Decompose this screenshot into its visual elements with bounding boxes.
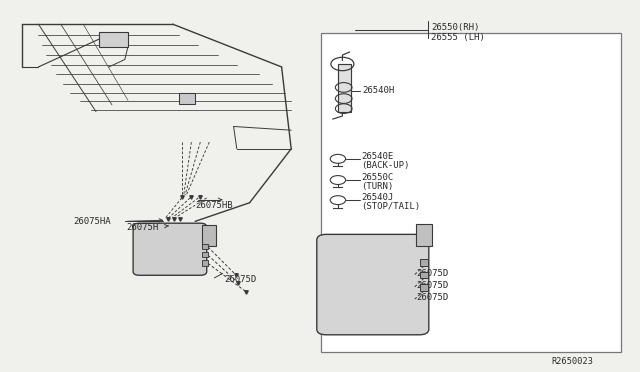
Text: 26540H: 26540H	[362, 86, 394, 94]
FancyBboxPatch shape	[202, 225, 216, 246]
FancyBboxPatch shape	[202, 252, 208, 257]
Text: 26075HA: 26075HA	[74, 217, 111, 226]
Text: 26555 (LH): 26555 (LH)	[431, 33, 485, 42]
FancyBboxPatch shape	[179, 93, 195, 104]
FancyBboxPatch shape	[133, 223, 207, 275]
Text: 26540E: 26540E	[362, 152, 394, 161]
Text: 26550(RH): 26550(RH)	[431, 23, 480, 32]
FancyBboxPatch shape	[317, 234, 429, 335]
Text: 26075D: 26075D	[416, 281, 448, 290]
FancyBboxPatch shape	[202, 244, 208, 249]
Text: 26075D: 26075D	[416, 269, 448, 278]
FancyBboxPatch shape	[416, 224, 432, 246]
FancyBboxPatch shape	[420, 259, 428, 266]
Text: 26540J: 26540J	[362, 193, 394, 202]
Text: (BACK-UP): (BACK-UP)	[362, 161, 410, 170]
Text: (STOP/TAIL): (STOP/TAIL)	[362, 202, 420, 211]
FancyBboxPatch shape	[202, 260, 208, 266]
Text: 26075D: 26075D	[224, 275, 256, 284]
Text: R2650023: R2650023	[552, 357, 594, 366]
Text: 26075HB: 26075HB	[195, 201, 233, 210]
Text: 26075D: 26075D	[416, 293, 448, 302]
FancyBboxPatch shape	[99, 32, 128, 46]
Text: 26075H: 26075H	[127, 223, 159, 232]
FancyBboxPatch shape	[321, 33, 621, 352]
FancyBboxPatch shape	[338, 64, 351, 112]
Text: 26550C: 26550C	[362, 173, 394, 182]
FancyBboxPatch shape	[420, 284, 428, 291]
Text: (TURN): (TURN)	[362, 182, 394, 191]
FancyBboxPatch shape	[420, 272, 428, 278]
